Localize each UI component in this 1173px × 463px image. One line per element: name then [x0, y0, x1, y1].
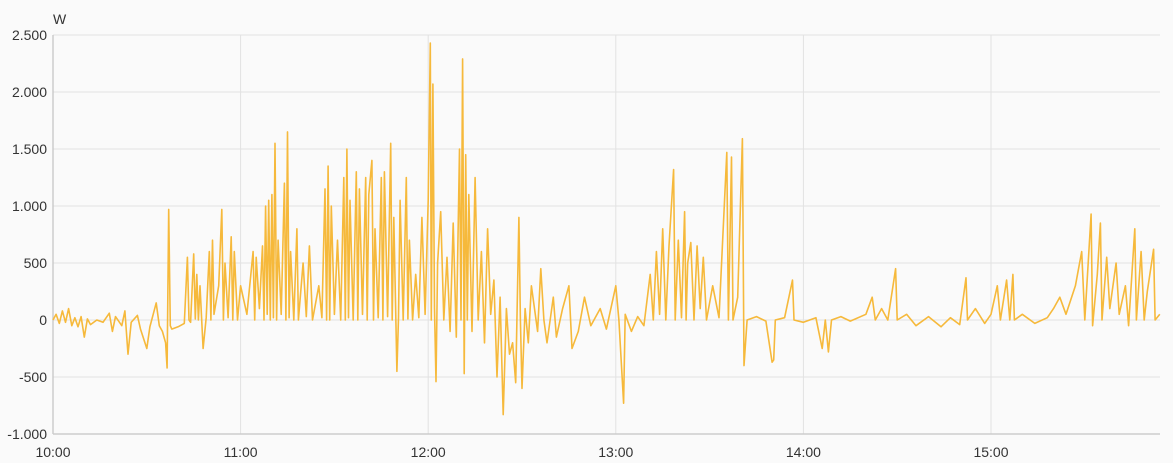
x-tick-label: 12:00 — [411, 444, 446, 460]
x-tick-label: 10:00 — [35, 444, 70, 460]
x-tick-label: 14:00 — [786, 444, 821, 460]
y-tick-label: 1.000 — [12, 198, 47, 214]
y-tick-label: 0 — [39, 312, 47, 328]
x-axis-ticks: 10:00 11:00 12:00 13:00 14:00 15:00 — [35, 444, 1008, 460]
y-axis-unit-label: W — [53, 11, 67, 27]
y-tick-label: 2.500 — [12, 27, 47, 43]
y-tick-label: 500 — [24, 255, 48, 271]
series-line — [52, 42, 1161, 416]
grid — [52, 34, 1160, 435]
y-tick-label: 2.000 — [12, 84, 47, 100]
x-tick-label: 11:00 — [224, 444, 258, 460]
y-tick-label: -1.000 — [7, 426, 47, 442]
y-tick-label: -500 — [19, 369, 47, 385]
x-tick-label: 15:00 — [973, 444, 1008, 460]
y-tick-label: 1.500 — [12, 141, 47, 157]
y-axis-ticks: 2.500 2.000 1.500 1.000 500 0 -500 -1.000 — [7, 27, 47, 442]
x-tick-label: 13:00 — [598, 444, 633, 460]
